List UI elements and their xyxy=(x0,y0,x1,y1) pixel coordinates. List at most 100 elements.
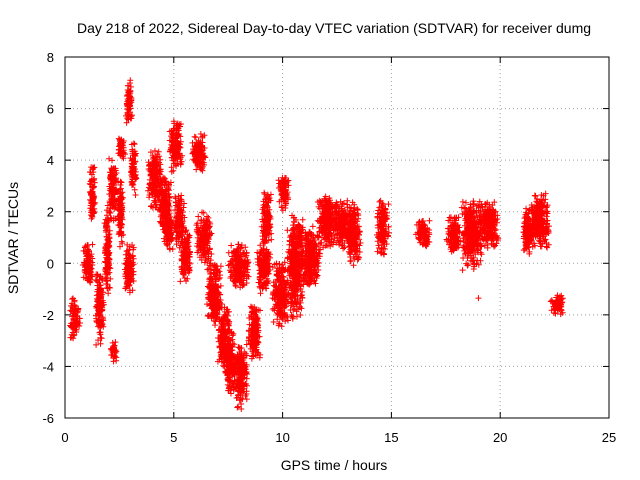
data-point xyxy=(169,131,176,138)
data-point xyxy=(89,189,96,196)
data-point xyxy=(87,257,94,264)
data-point xyxy=(106,227,113,234)
data-point xyxy=(150,154,157,161)
data-point xyxy=(96,312,103,319)
data-point xyxy=(113,357,120,364)
data-point xyxy=(170,138,177,145)
data-point xyxy=(153,187,160,194)
data-point xyxy=(170,167,177,174)
data-point xyxy=(88,192,95,199)
data-point xyxy=(145,159,152,166)
data-point xyxy=(152,162,159,169)
data-point xyxy=(104,252,111,259)
data-point xyxy=(162,175,169,182)
data-point xyxy=(107,275,114,282)
data-point xyxy=(87,279,94,286)
data-point xyxy=(169,149,176,156)
data-point xyxy=(90,177,97,184)
data-point xyxy=(169,246,176,253)
data-point xyxy=(106,209,113,216)
data-point xyxy=(100,317,107,324)
data-point xyxy=(166,230,173,237)
data-point xyxy=(153,163,160,170)
data-point xyxy=(146,162,153,169)
data-point xyxy=(110,358,117,365)
data-point xyxy=(129,112,136,119)
data-point xyxy=(175,123,182,130)
data-point xyxy=(111,347,118,354)
data-point xyxy=(149,173,156,180)
data-point xyxy=(94,317,101,324)
data-point xyxy=(116,201,123,208)
data-point xyxy=(67,334,74,341)
data-point xyxy=(117,185,124,192)
data-point xyxy=(115,135,122,142)
data-point xyxy=(160,196,167,203)
data-point xyxy=(73,320,80,327)
data-point xyxy=(129,156,136,163)
data-point xyxy=(124,93,131,100)
data-point xyxy=(173,219,180,226)
data-point xyxy=(88,164,95,171)
data-point xyxy=(86,180,93,187)
data-point xyxy=(173,225,180,232)
data-point xyxy=(70,325,77,332)
data-point xyxy=(180,204,187,211)
data-point xyxy=(166,193,173,200)
data-point xyxy=(94,278,101,285)
data-point xyxy=(69,313,76,320)
data-point xyxy=(87,271,94,278)
data-point xyxy=(111,178,118,185)
data-point xyxy=(177,200,184,207)
data-point xyxy=(69,296,76,303)
data-point xyxy=(126,252,133,259)
data-point xyxy=(163,186,170,193)
data-point xyxy=(109,167,116,174)
data-point xyxy=(81,259,88,266)
data-point xyxy=(70,295,77,302)
data-point xyxy=(155,148,162,155)
data-point xyxy=(106,183,113,190)
data-point xyxy=(93,271,100,278)
data-point xyxy=(171,153,178,160)
data-point xyxy=(130,167,137,174)
data-point xyxy=(108,176,115,183)
data-point xyxy=(156,170,163,177)
data-point xyxy=(126,246,133,253)
data-point xyxy=(132,191,139,198)
data-point xyxy=(118,147,125,154)
data-point xyxy=(118,238,125,245)
data-point xyxy=(156,159,163,166)
data-point xyxy=(126,260,133,267)
data-point xyxy=(172,236,179,243)
data-point xyxy=(104,281,111,288)
data-point xyxy=(160,226,167,233)
data-point xyxy=(111,352,118,359)
data-point xyxy=(68,331,75,338)
data-point xyxy=(151,184,158,191)
data-point xyxy=(120,137,127,144)
data-point xyxy=(129,242,136,249)
data-point xyxy=(126,100,133,107)
data-point xyxy=(129,164,136,171)
data-point xyxy=(125,106,132,113)
data-point xyxy=(97,282,104,289)
data-point xyxy=(174,124,181,131)
data-point xyxy=(157,156,164,163)
data-point xyxy=(129,150,136,157)
data-point xyxy=(159,188,166,195)
data-point xyxy=(173,199,180,206)
data-point xyxy=(161,181,168,188)
data-point xyxy=(104,222,111,229)
data-point xyxy=(167,235,174,242)
data-point xyxy=(86,270,93,277)
data-point xyxy=(174,137,181,144)
data-point xyxy=(117,190,124,197)
data-point xyxy=(173,149,180,156)
data-point xyxy=(164,242,171,249)
data-point xyxy=(115,221,122,228)
data-point xyxy=(170,118,177,125)
data-point xyxy=(172,207,179,214)
data-point xyxy=(105,290,112,297)
data-point xyxy=(104,236,111,243)
